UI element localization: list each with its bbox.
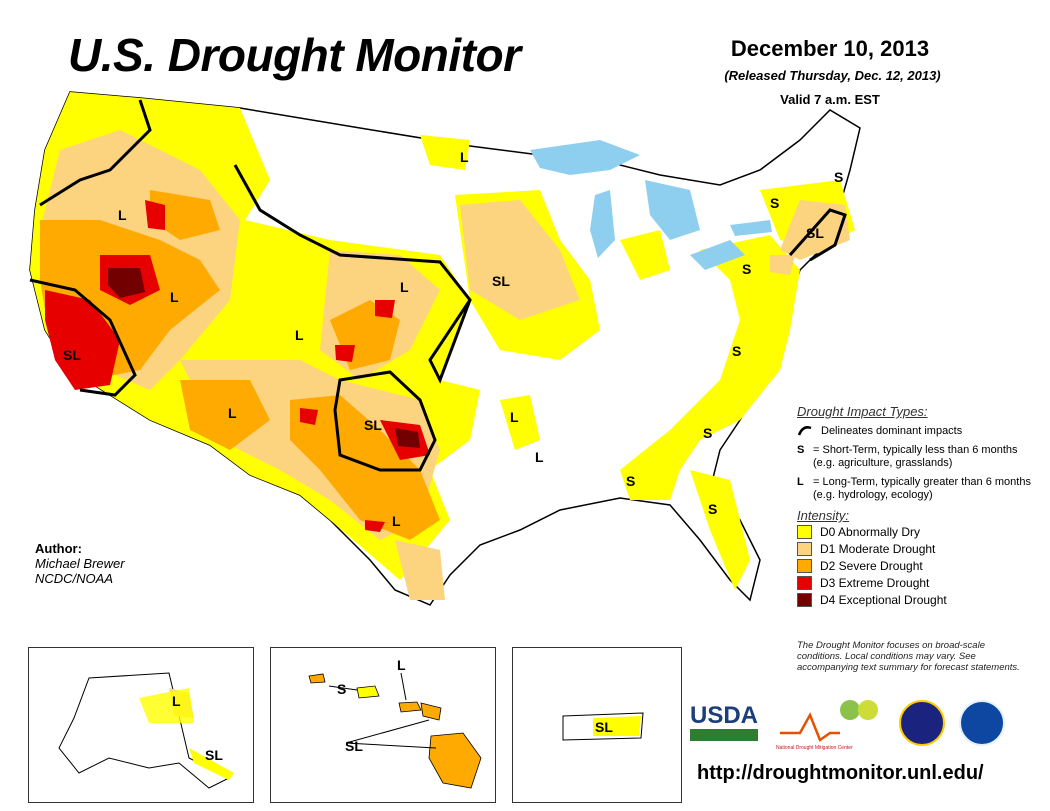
label-s-hawaii: S — [337, 681, 346, 697]
puerto-rico-map: SL — [562, 712, 644, 741]
label-s-alabama: S — [626, 473, 635, 489]
intensity-swatch — [797, 575, 812, 590]
label-s-new-york: S — [770, 195, 779, 211]
hawaii-map: L S SL — [308, 657, 482, 789]
label-sl-southern-plains: SL — [364, 417, 382, 433]
long-term-symbol: L — [797, 476, 804, 488]
label-l-nevada: L — [170, 289, 179, 305]
intensity-swatch — [797, 592, 812, 607]
d4-regions — [108, 268, 420, 448]
disclaimer-note: The Drought Monitor focuses on broad-sca… — [797, 640, 1020, 673]
ndmc-logo: National Drought Mitigation Center — [776, 700, 878, 751]
great-lakes — [530, 140, 772, 270]
usda-logo: USDA — [690, 702, 758, 729]
label-sl-new-england: SL — [806, 225, 824, 241]
label-sl-alaska: SL — [205, 747, 223, 763]
label-l-nebraska: L — [400, 279, 409, 295]
short-term-text: = Short-Term, typically less than 6 mont… — [813, 444, 1018, 469]
intensity-item: D0 Abnormally Dry — [797, 523, 1037, 540]
logos: USDA National Drought Mitigation Center — [690, 700, 1005, 751]
label-s-pennsylvania: S — [742, 261, 751, 277]
label-l-oregon: L — [118, 207, 127, 223]
intensity-swatch — [797, 558, 812, 573]
intensity-label: D1 Moderate Drought — [820, 541, 936, 556]
hawaii-inset: L S SL — [270, 647, 496, 803]
impact-boundaries — [29, 99, 847, 472]
valid-time: Valid 7 a.m. EST — [780, 92, 880, 107]
label-s-carolinas: S — [703, 425, 712, 441]
label-sl-hawaii: SL — [345, 738, 363, 754]
map-title: U.S. Drought Monitor — [68, 29, 521, 81]
intensity-item: D1 Moderate Drought — [797, 540, 1037, 557]
alaska-map: L SL — [58, 672, 234, 789]
intensity-item: D4 Exceptional Drought — [797, 591, 1037, 608]
author-block: Author: Michael Brewer NCDC/NOAA — [35, 541, 125, 586]
intensity-item: D2 Severe Drought — [797, 557, 1037, 574]
legend-short-term: S = Short-Term, typically less than 6 mo… — [797, 444, 1037, 470]
long-term-text: = Long-Term, typically greater than 6 mo… — [813, 476, 1031, 501]
impact-labels: L L SL L L L SL L SL L L L S S S S S S S… — [63, 149, 843, 529]
release-date: (Released Thursday, Dec. 12, 2013) — [724, 68, 941, 83]
boundary-line-icon — [797, 426, 812, 436]
intensity-heading: Intensity: — [797, 508, 850, 523]
usda-swoosh — [690, 729, 758, 741]
label-l-mississippi: L — [535, 449, 544, 465]
website-url[interactable]: http://droughtmonitor.unl.edu/ — [697, 762, 984, 784]
label-l-hawaii: L — [397, 657, 406, 673]
delineates-text: Delineates dominant impacts — [821, 425, 963, 437]
label-s-virginia: S — [732, 343, 741, 359]
author-name: Michael Brewer — [35, 556, 125, 571]
doc-seal-icon — [899, 700, 945, 746]
legend-long-term: L = Long-Term, typically greater than 6 … — [797, 476, 1037, 502]
alaska-inset: L SL — [28, 647, 254, 803]
label-s-maine: S — [834, 169, 843, 185]
intensity-label: D0 Abnormally Dry — [820, 524, 921, 539]
intensity-swatch — [797, 541, 812, 556]
map-date: December 10, 2013 — [730, 36, 930, 61]
label-l-arkansas: L — [510, 409, 519, 425]
label-sl-california: SL — [63, 347, 81, 363]
label-l-north-dakota: L — [460, 149, 469, 165]
label-l-texas: L — [392, 513, 401, 529]
legend: Drought Impact Types: Delineates dominan… — [797, 404, 1037, 608]
short-term-symbol: S — [797, 444, 805, 456]
puerto-rico-inset: SL — [512, 647, 682, 803]
label-l-alaska: L — [172, 693, 181, 709]
intensity-item: D3 Extreme Drought — [797, 574, 1037, 591]
label-sl-upper-midwest: SL — [492, 273, 510, 289]
impact-types-heading: Drought Impact Types: — [797, 404, 928, 419]
legend-delineates: Delineates dominant impacts — [797, 425, 1037, 438]
label-s-georgia: S — [708, 501, 717, 517]
intensity-label: D4 Exceptional Drought — [820, 592, 947, 607]
label-sl-puerto-rico: SL — [595, 719, 613, 735]
svg-text:National Drought Mitigation Ce: National Drought Mitigation Center — [776, 745, 853, 751]
label-l-utah: L — [295, 327, 304, 343]
intensity-label: D3 Extreme Drought — [820, 575, 930, 590]
noaa-logo-icon — [959, 700, 1005, 746]
label-l-arizona: L — [228, 405, 237, 421]
intensity-swatch — [797, 524, 812, 539]
author-org: NCDC/NOAA — [35, 571, 114, 586]
intensity-label: D2 Severe Drought — [820, 558, 923, 573]
intensity-list: D0 Abnormally Dry D1 Moderate Drought D2… — [797, 523, 1037, 608]
author-heading: Author: — [35, 541, 82, 556]
